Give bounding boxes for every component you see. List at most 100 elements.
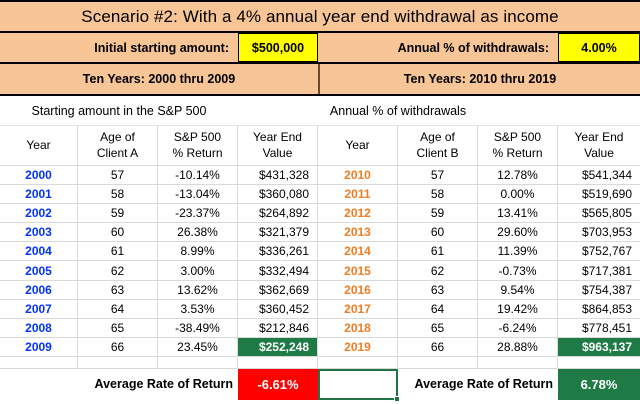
year-cell[interactable]: 2009	[0, 337, 78, 357]
empty-cell	[238, 356, 318, 369]
age-cell[interactable]: 61	[398, 242, 478, 262]
value-cell[interactable]: $332,494	[238, 261, 318, 281]
age-cell[interactable]: 64	[398, 299, 478, 319]
age-cell[interactable]: 66	[398, 337, 478, 357]
age-cell[interactable]: 60	[398, 223, 478, 243]
value-cell[interactable]: $336,261	[238, 242, 318, 262]
year-cell[interactable]: 2010	[318, 166, 398, 186]
return-cell[interactable]: -6.24%	[478, 318, 558, 338]
value-cell[interactable]: $963,137	[558, 337, 640, 357]
selected-cell[interactable]	[318, 368, 400, 402]
data-rows: 2000 57 -10.14% $431,328 2010 57 12.78% $541,34…	[0, 166, 640, 357]
initial-amount-value[interactable]: $500,000	[238, 33, 318, 62]
year-cell[interactable]: 2019	[318, 337, 398, 357]
return-cell[interactable]: -38.49%	[158, 318, 238, 338]
empty-cell	[478, 96, 558, 126]
return-cell[interactable]: 12.78%	[478, 166, 558, 186]
year-cell[interactable]: 2016	[318, 280, 398, 300]
return-cell[interactable]: 13.62%	[158, 280, 238, 300]
value-cell[interactable]: $362,669	[238, 280, 318, 300]
return-cell[interactable]: 11.39%	[478, 242, 558, 262]
age-cell[interactable]: 60	[78, 223, 158, 243]
return-cell[interactable]: 0.00%	[478, 185, 558, 205]
age-cell[interactable]: 59	[78, 204, 158, 224]
return-cell[interactable]: 19.42%	[478, 299, 558, 319]
year-cell[interactable]: 2015	[318, 261, 398, 281]
year-cell[interactable]: 2008	[0, 318, 78, 338]
year-cell[interactable]: 2011	[318, 185, 398, 205]
age-cell[interactable]: 66	[78, 337, 158, 357]
age-cell[interactable]: 62	[78, 261, 158, 281]
initial-amount-label: Initial starting amount:	[94, 40, 229, 55]
value-cell[interactable]: $864,853	[558, 299, 640, 319]
spacer-row	[0, 356, 640, 369]
value-cell[interactable]: $565,805	[558, 204, 640, 224]
age-cell[interactable]: 61	[78, 242, 158, 262]
year-cell[interactable]: 2003	[0, 223, 78, 243]
return-cell[interactable]: -23.37%	[158, 204, 238, 224]
age-cell[interactable]: 57	[78, 166, 158, 186]
return-cell[interactable]: -10.14%	[158, 166, 238, 186]
left-average-label: Average Rate of Return	[94, 377, 233, 392]
return-cell[interactable]: 13.41%	[478, 204, 558, 224]
year-cell[interactable]: 2012	[318, 204, 398, 224]
value-cell[interactable]: $752,767	[558, 242, 640, 262]
right-average-value[interactable]: 6.78%	[558, 368, 640, 400]
return-cell[interactable]: 3.53%	[158, 299, 238, 319]
age-cell[interactable]: 58	[78, 185, 158, 205]
fill-handle[interactable]	[394, 395, 400, 402]
return-cell[interactable]: -13.04%	[158, 185, 238, 205]
column-headers-row: Year Age of Client A S&P 500 % Return Ye…	[0, 126, 640, 166]
left-period-banner: Ten Years: 2000 thru 2009	[82, 72, 236, 86]
year-cell[interactable]: 2018	[318, 318, 398, 338]
value-cell[interactable]: $717,381	[558, 261, 640, 281]
value-cell[interactable]: $212,846	[238, 318, 318, 338]
value-cell[interactable]: $541,344	[558, 166, 640, 186]
left-average-value[interactable]: -6.61%	[238, 368, 318, 400]
value-cell[interactable]: $778,451	[558, 318, 640, 338]
year-cell[interactable]: 2001	[0, 185, 78, 205]
value-cell[interactable]: $321,379	[238, 223, 318, 243]
withdrawal-pct-label: Annual % of withdrawals:	[397, 40, 549, 55]
age-cell[interactable]: 62	[398, 261, 478, 281]
return-cell[interactable]: 9.54%	[478, 280, 558, 300]
year-cell[interactable]: 2013	[318, 223, 398, 243]
value-cell[interactable]: $519,690	[558, 185, 640, 205]
age-cell[interactable]: 63	[398, 280, 478, 300]
age-cell[interactable]: 65	[78, 318, 158, 338]
value-cell[interactable]: $431,328	[238, 166, 318, 186]
age-cell[interactable]: 64	[78, 299, 158, 319]
year-cell[interactable]: 2004	[0, 242, 78, 262]
year-cell[interactable]: 2005	[0, 261, 78, 281]
value-cell[interactable]: $264,892	[238, 204, 318, 224]
return-cell[interactable]: 26.38%	[158, 223, 238, 243]
withdrawal-pct-value[interactable]: 4.00%	[558, 33, 640, 62]
age-cell[interactable]: 57	[398, 166, 478, 186]
year-cell[interactable]: 2000	[0, 166, 78, 186]
value-cell[interactable]: $252,248	[238, 337, 318, 357]
value-cell[interactable]: $754,387	[558, 280, 640, 300]
year-cell[interactable]: 2007	[0, 299, 78, 319]
age-cell[interactable]: 59	[398, 204, 478, 224]
age-cell[interactable]: 63	[78, 280, 158, 300]
value-cell[interactable]: $360,080	[238, 185, 318, 205]
subheaders-row: Starting amount in the S&P 500 Annual % …	[0, 96, 640, 126]
year-cell[interactable]: 2017	[318, 299, 398, 319]
age-cell[interactable]: 58	[398, 185, 478, 205]
return-cell[interactable]: 3.00%	[158, 261, 238, 281]
return-cell[interactable]: 23.45%	[158, 337, 238, 357]
value-cell[interactable]: $703,953	[558, 223, 640, 243]
year-cell[interactable]: 2006	[0, 280, 78, 300]
year-cell[interactable]: 2002	[0, 204, 78, 224]
col-header-year-a: Year	[0, 126, 78, 166]
return-cell[interactable]: 8.99%	[158, 242, 238, 262]
age-cell[interactable]: 65	[398, 318, 478, 338]
col-header-value-b: Year End Value	[558, 126, 640, 166]
return-cell[interactable]: 28.88%	[478, 337, 558, 357]
bottom-filler	[0, 399, 640, 404]
year-cell[interactable]: 2014	[318, 242, 398, 262]
empty-cell	[398, 356, 478, 369]
return-cell[interactable]: -0.73%	[478, 261, 558, 281]
value-cell[interactable]: $360,452	[238, 299, 318, 319]
return-cell[interactable]: 29.60%	[478, 223, 558, 243]
